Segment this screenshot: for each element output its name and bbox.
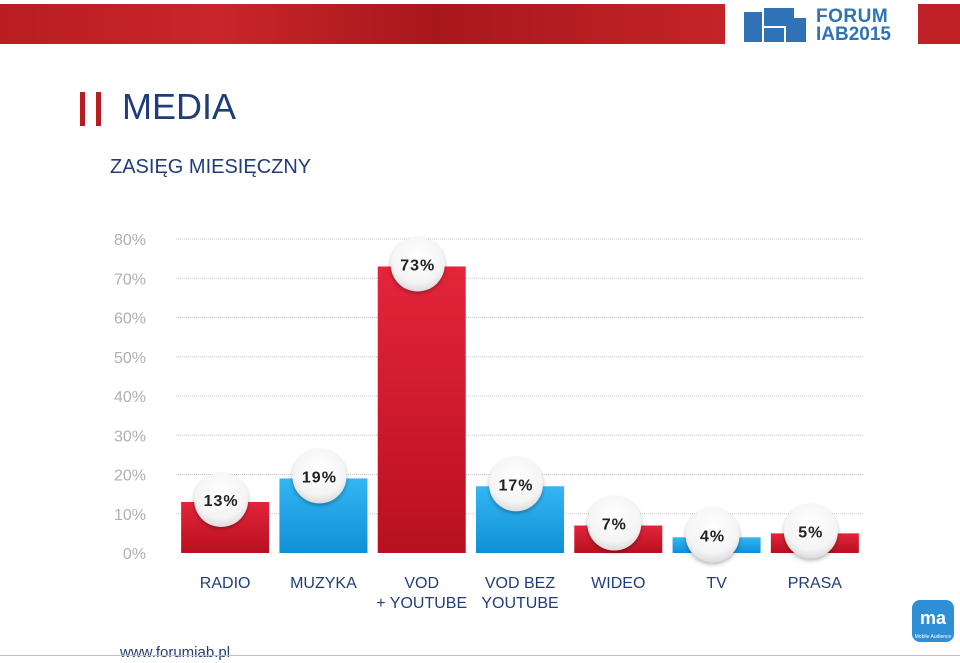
y-tick-label: 10% (114, 507, 146, 524)
y-tick-label: 80% (114, 232, 146, 249)
footer-url[interactable]: www.forumiab.pl (120, 644, 231, 661)
x-tick-label: RADIO (200, 575, 251, 592)
y-tick-label: 50% (114, 350, 146, 367)
value-bubble (587, 496, 642, 551)
bar-vod-youtube (377, 266, 466, 553)
banner-stripe (0, 4, 725, 44)
x-tick-label: VOD BEZ (485, 575, 555, 592)
forum-iab-logo: FORUM IAB2015 (744, 4, 914, 45)
value-bubble (783, 504, 838, 559)
labels-layer: 13% RADIO 19% MUZYKA 73% VOD + YOUTUBE 17% VOD B… (194, 237, 842, 612)
data-label: 17% (498, 477, 533, 494)
y-tick-label: 20% (114, 468, 146, 485)
data-label: 4% (700, 528, 725, 545)
y-tick-label: 0% (123, 546, 146, 563)
page-title: MEDIA (122, 86, 237, 127)
x-tick-label: WIDEO (591, 575, 645, 592)
ma-logo-caption: Mobile Audience (914, 634, 952, 640)
data-label: 7% (602, 517, 627, 534)
logo-text-line1: FORUM (816, 6, 889, 27)
mobile-audience-logo: ma Mobile Audience (912, 600, 954, 642)
data-label: 5% (798, 524, 823, 541)
x-tick-label: PRASA (788, 575, 843, 592)
value-bubble (685, 508, 740, 563)
y-tick-label: 30% (114, 428, 146, 445)
value-bubble (489, 457, 543, 512)
banner-stripe-end (918, 4, 960, 44)
data-label: 19% (302, 469, 337, 486)
y-tick-label: 60% (114, 311, 146, 328)
bar-chart: 0% 10% 20% 30% 40% 50% 60% 70% 80% 13% RADIO 19% MU… (114, 232, 864, 612)
x-tick-label: MUZYKA (290, 575, 357, 592)
ma-logo-text: ma (919, 608, 946, 628)
footer-divider (0, 655, 960, 656)
top-banner: FORUM IAB2015 (0, 4, 960, 45)
logo-text-line2: IAB2015 (816, 24, 891, 45)
y-tick-label: 40% (114, 389, 146, 406)
x-tick-label: VOD (404, 575, 439, 592)
page-subtitle: ZASIĘG MIESIĘCZNY (110, 156, 312, 178)
value-bubble (390, 237, 445, 292)
y-tick-label: 70% (114, 271, 146, 288)
x-tick-label: YOUTUBE (481, 595, 558, 612)
data-label: 13% (204, 493, 239, 510)
value-bubble (292, 449, 347, 504)
title-marker-icon (80, 92, 106, 126)
data-label: 73% (400, 257, 435, 274)
logo-mark-icon (744, 8, 810, 42)
x-tick-label: TV (706, 575, 727, 592)
grid-layer: 0% 10% 20% 30% 40% 50% 60% 70% 80% (114, 232, 864, 563)
value-bubble (194, 472, 249, 527)
x-tick-label: + YOUTUBE (376, 595, 467, 612)
